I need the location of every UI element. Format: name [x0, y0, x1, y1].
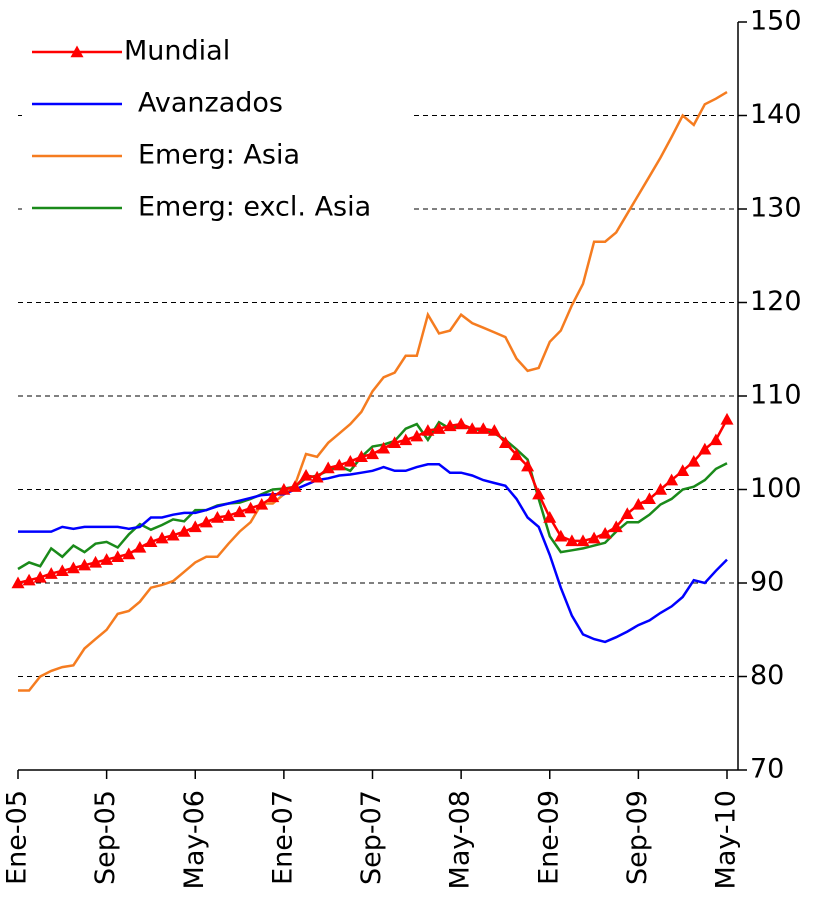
data-marker [565, 534, 579, 547]
data-marker [100, 553, 114, 565]
data-marker [521, 459, 535, 472]
data-marker [22, 573, 36, 586]
data-marker [77, 558, 91, 571]
data-marker [532, 487, 546, 500]
data-marker [432, 422, 446, 434]
data-marker [487, 424, 501, 436]
x-tick-label: Ene-09 [533, 790, 564, 885]
data-marker [321, 461, 335, 474]
data-marker [576, 534, 590, 547]
data-marker [510, 448, 524, 461]
data-marker [255, 497, 269, 510]
data-marker [443, 419, 457, 432]
data-marker [44, 567, 58, 579]
data-marker [233, 505, 247, 518]
series-line [18, 91, 728, 692]
data-marker [277, 483, 291, 495]
data-marker [166, 528, 180, 541]
legend-label: Avanzados [138, 88, 283, 119]
data-marker [709, 433, 723, 446]
data-marker [698, 442, 712, 455]
data-marker [465, 422, 479, 434]
data-marker [89, 555, 103, 568]
x-tick-label: May-08 [445, 790, 476, 889]
data-marker [665, 473, 679, 486]
data-marker [654, 483, 668, 495]
data-marker [410, 429, 424, 442]
y-tick-label: 120 [750, 286, 802, 317]
y-tick-label: 70 [750, 754, 784, 785]
y-tick-label: 90 [750, 567, 784, 598]
x-tick-label: Ene-07 [267, 790, 298, 885]
data-marker [642, 492, 656, 505]
x-tick-label: Ene-05 [2, 790, 33, 885]
data-marker [631, 497, 645, 510]
data-marker [354, 450, 368, 462]
data-marker [620, 507, 634, 520]
data-marker [155, 531, 169, 544]
data-marker [244, 501, 258, 514]
x-tick-label: Sep-09 [622, 790, 653, 885]
data-marker [11, 576, 25, 589]
data-marker [687, 454, 701, 467]
y-tick-label: 150 [750, 6, 802, 37]
data-marker [66, 561, 80, 574]
data-marker [55, 564, 69, 577]
data-marker [299, 468, 313, 481]
data-marker [133, 540, 147, 553]
data-marker [33, 570, 47, 583]
y-tick-label: 140 [750, 99, 802, 130]
data-marker [288, 480, 302, 492]
y-tick-label: 100 [750, 473, 802, 504]
series-line [18, 463, 728, 644]
data-marker [587, 531, 601, 544]
data-marker [421, 424, 435, 436]
data-marker [221, 509, 235, 521]
data-marker [177, 525, 191, 537]
data-marker [266, 490, 280, 503]
y-tick-label: 110 [750, 380, 802, 411]
legend: Mundial Avanzados Emerg: Asia Emerg: excl. … [22, 28, 412, 240]
legend-label: Emerg: excl. Asia [138, 192, 371, 223]
data-marker [188, 520, 202, 533]
data-marker [199, 515, 213, 528]
x-tick-label: Sep-07 [356, 790, 387, 885]
data-marker [310, 470, 324, 483]
x-tick-label: May-10 [711, 790, 742, 889]
y-tick-label: 80 [750, 660, 784, 691]
data-marker [343, 454, 357, 467]
x-tick-label: Sep-05 [90, 790, 121, 885]
data-marker [543, 511, 557, 523]
data-marker [676, 464, 690, 476]
data-marker [720, 412, 734, 425]
data-marker [366, 447, 379, 460]
data-marker [498, 436, 512, 448]
series-line [17, 420, 728, 571]
data-marker [554, 529, 568, 542]
data-marker [598, 526, 612, 539]
x-tick-label: May-06 [179, 790, 210, 889]
data-marker [122, 547, 136, 560]
legend-label: Mundial [124, 36, 230, 67]
data-marker [454, 417, 468, 430]
data-marker [399, 433, 413, 446]
data-marker [111, 550, 125, 563]
y-tick-label: 130 [750, 193, 802, 224]
data-marker [476, 422, 490, 434]
data-marker [377, 441, 391, 454]
legend-marker [70, 45, 84, 58]
legend-background [22, 28, 412, 240]
legend-label: Emerg: Asia [138, 140, 300, 171]
data-marker [210, 511, 224, 523]
data-marker [144, 535, 158, 548]
data-marker [609, 520, 623, 533]
data-marker [388, 436, 402, 448]
data-marker [332, 458, 346, 471]
